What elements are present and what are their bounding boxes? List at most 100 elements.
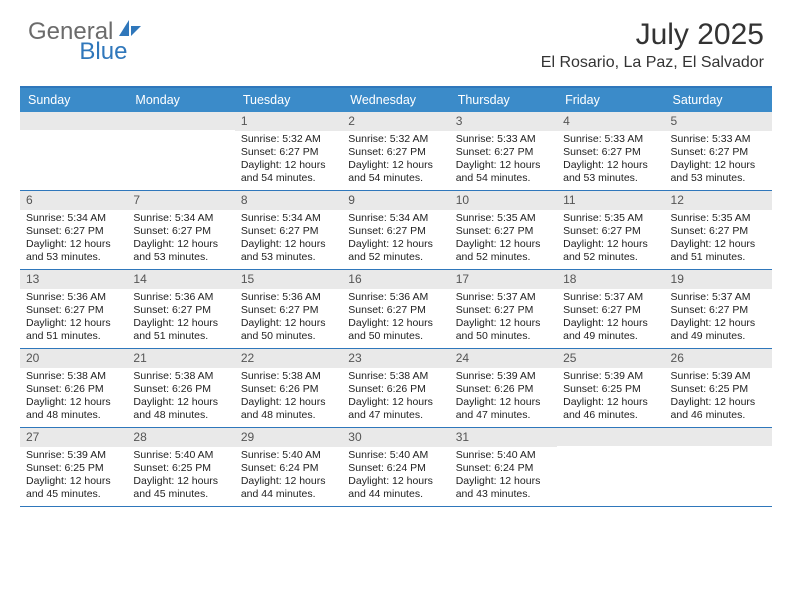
- day-content: Sunrise: 5:40 AMSunset: 6:25 PMDaylight:…: [127, 449, 234, 506]
- sunset-text: Sunset: 6:27 PM: [133, 304, 228, 317]
- day-number: 22: [235, 349, 342, 368]
- day-number: 14: [127, 270, 234, 289]
- day-cell: 14 Sunrise: 5:36 AMSunset: 6:27 PMDayligh…: [127, 270, 234, 348]
- day-cell: 5 Sunrise: 5:33 AMSunset: 6:27 PMDaylight…: [665, 112, 772, 190]
- daylight-text: Daylight: 12 hours and 45 minutes.: [26, 475, 121, 501]
- day-number: 2: [342, 112, 449, 131]
- sunrise-text: Sunrise: 5:34 AM: [133, 212, 228, 225]
- day-cell: 10Sunrise: 5:35 AMSunset: 6:27 PMDayligh…: [450, 191, 557, 269]
- sunset-text: Sunset: 6:24 PM: [456, 462, 551, 475]
- sunrise-text: Sunrise: 5:37 AM: [456, 291, 551, 304]
- day-content: Sunrise: 5:33 AMSunset: 6:27 PMDaylight:…: [450, 133, 557, 190]
- day-number: 18: [557, 270, 664, 289]
- sunrise-text: Sunrise: 5:40 AM: [348, 449, 443, 462]
- sunset-text: Sunset: 6:26 PM: [133, 383, 228, 396]
- day-content: Sunrise: 5:36 AMSunset: 6:27 PMDaylight:…: [235, 291, 342, 348]
- sunset-text: Sunset: 6:26 PM: [348, 383, 443, 396]
- day-cell: [127, 112, 234, 190]
- sunset-text: Sunset: 6:27 PM: [241, 304, 336, 317]
- daylight-text: Daylight: 12 hours and 48 minutes.: [133, 396, 228, 422]
- day-number: 7: [127, 191, 234, 210]
- empty-day: [665, 428, 772, 446]
- day-content: Sunrise: 5:39 AMSunset: 6:25 PMDaylight:…: [557, 370, 664, 427]
- day-content: Sunrise: 5:35 AMSunset: 6:27 PMDaylight:…: [450, 212, 557, 269]
- day-number: 27: [20, 428, 127, 447]
- sunset-text: Sunset: 6:27 PM: [671, 225, 766, 238]
- daylight-text: Daylight: 12 hours and 53 minutes.: [133, 238, 228, 264]
- daylight-text: Daylight: 12 hours and 44 minutes.: [241, 475, 336, 501]
- day-cell: [665, 428, 772, 506]
- day-number: 19: [665, 270, 772, 289]
- sunrise-text: Sunrise: 5:34 AM: [241, 212, 336, 225]
- sunset-text: Sunset: 6:26 PM: [456, 383, 551, 396]
- day-cell: 8Sunrise: 5:34 AMSunset: 6:27 PMDaylight…: [235, 191, 342, 269]
- day-number: 31: [450, 428, 557, 447]
- sunset-text: Sunset: 6:27 PM: [456, 225, 551, 238]
- daylight-text: Daylight: 12 hours and 51 minutes.: [133, 317, 228, 343]
- day-cell: 19Sunrise: 5:37 AMSunset: 6:27 PMDayligh…: [665, 270, 772, 348]
- day-content: Sunrise: 5:36 AMSunset: 6:27 PMDaylight:…: [20, 291, 127, 348]
- location-text: El Rosario, La Paz, El Salvador: [541, 54, 764, 72]
- daylight-text: Daylight: 12 hours and 45 minutes.: [133, 475, 228, 501]
- daylight-text: Daylight: 12 hours and 49 minutes.: [563, 317, 658, 343]
- week-row: 20Sunrise: 5:38 AMSunset: 6:26 PMDayligh…: [20, 349, 772, 428]
- sunset-text: Sunset: 6:26 PM: [26, 383, 121, 396]
- day-number: 15: [235, 270, 342, 289]
- day-number: 5: [665, 112, 772, 131]
- sunrise-text: Sunrise: 5:40 AM: [456, 449, 551, 462]
- sunset-text: Sunset: 6:25 PM: [563, 383, 658, 396]
- daylight-text: Daylight: 12 hours and 52 minutes.: [456, 238, 551, 264]
- sunset-text: Sunset: 6:27 PM: [26, 225, 121, 238]
- sunrise-text: Sunrise: 5:36 AM: [133, 291, 228, 304]
- week-row: 27 Sunrise: 5:39 AMSunset: 6:25 PMDayligh…: [20, 428, 772, 507]
- sunrise-text: Sunrise: 5:36 AM: [241, 291, 336, 304]
- day-cell: 16Sunrise: 5:36 AMSunset: 6:27 PMDayligh…: [342, 270, 449, 348]
- day-number: 30: [342, 428, 449, 447]
- daylight-text: Daylight: 12 hours and 54 minutes.: [241, 159, 336, 185]
- day-cell: 20Sunrise: 5:38 AMSunset: 6:26 PMDayligh…: [20, 349, 127, 427]
- daylight-text: Daylight: 12 hours and 47 minutes.: [348, 396, 443, 422]
- day-header-row: SundayMondayTuesdayWednesdayThursdayFrid…: [20, 88, 772, 112]
- day-cell: [20, 112, 127, 190]
- day-cell: 13 Sunrise: 5:36 AMSunset: 6:27 PMDayligh…: [20, 270, 127, 348]
- sunset-text: Sunset: 6:27 PM: [671, 146, 766, 159]
- day-number: 25: [557, 349, 664, 368]
- sunset-text: Sunset: 6:27 PM: [563, 146, 658, 159]
- daylight-text: Daylight: 12 hours and 51 minutes.: [26, 317, 121, 343]
- daylight-text: Daylight: 12 hours and 43 minutes.: [456, 475, 551, 501]
- sunrise-text: Sunrise: 5:35 AM: [671, 212, 766, 225]
- weeks-container: 1Sunrise: 5:32 AMSunset: 6:27 PMDaylight…: [20, 112, 772, 507]
- daylight-text: Daylight: 12 hours and 52 minutes.: [563, 238, 658, 264]
- daylight-text: Daylight: 12 hours and 53 minutes.: [671, 159, 766, 185]
- day-header-tuesday: Tuesday: [235, 88, 342, 112]
- day-number: 13: [20, 270, 127, 289]
- day-number: 11: [557, 191, 664, 210]
- daylight-text: Daylight: 12 hours and 44 minutes.: [348, 475, 443, 501]
- day-content: Sunrise: 5:34 AMSunset: 6:27 PMDaylight:…: [127, 212, 234, 269]
- day-number: 12: [665, 191, 772, 210]
- day-cell: 24Sunrise: 5:39 AMSunset: 6:26 PMDayligh…: [450, 349, 557, 427]
- day-content: Sunrise: 5:39 AMSunset: 6:25 PMDaylight:…: [20, 449, 127, 506]
- day-cell: 7 Sunrise: 5:34 AMSunset: 6:27 PMDaylight…: [127, 191, 234, 269]
- day-cell: 22 Sunrise: 5:38 AMSunset: 6:26 PMDayligh…: [235, 349, 342, 427]
- sunset-text: Sunset: 6:26 PM: [241, 383, 336, 396]
- day-content: Sunrise: 5:35 AMSunset: 6:27 PMDaylight:…: [665, 212, 772, 269]
- sunrise-text: Sunrise: 5:32 AM: [348, 133, 443, 146]
- day-content: Sunrise: 5:33 AMSunset: 6:27 PMDaylight:…: [665, 133, 772, 190]
- sunrise-text: Sunrise: 5:39 AM: [671, 370, 766, 383]
- sunset-text: Sunset: 6:24 PM: [348, 462, 443, 475]
- sunset-text: Sunset: 6:27 PM: [348, 225, 443, 238]
- daylight-text: Daylight: 12 hours and 53 minutes.: [563, 159, 658, 185]
- day-cell: 18Sunrise: 5:37 AMSunset: 6:27 PMDayligh…: [557, 270, 664, 348]
- day-content: Sunrise: 5:38 AMSunset: 6:26 PMDaylight:…: [235, 370, 342, 427]
- day-cell: 29Sunrise: 5:40 AMSunset: 6:24 PMDayligh…: [235, 428, 342, 506]
- day-cell: 28Sunrise: 5:40 AMSunset: 6:25 PMDayligh…: [127, 428, 234, 506]
- sunrise-text: Sunrise: 5:39 AM: [26, 449, 121, 462]
- sunset-text: Sunset: 6:27 PM: [456, 146, 551, 159]
- day-number: 8: [235, 191, 342, 210]
- sunrise-text: Sunrise: 5:35 AM: [563, 212, 658, 225]
- sunrise-text: Sunrise: 5:40 AM: [241, 449, 336, 462]
- day-cell: 4Sunrise: 5:33 AMSunset: 6:27 PMDaylight…: [557, 112, 664, 190]
- daylight-text: Daylight: 12 hours and 54 minutes.: [456, 159, 551, 185]
- sunrise-text: Sunrise: 5:33 AM: [563, 133, 658, 146]
